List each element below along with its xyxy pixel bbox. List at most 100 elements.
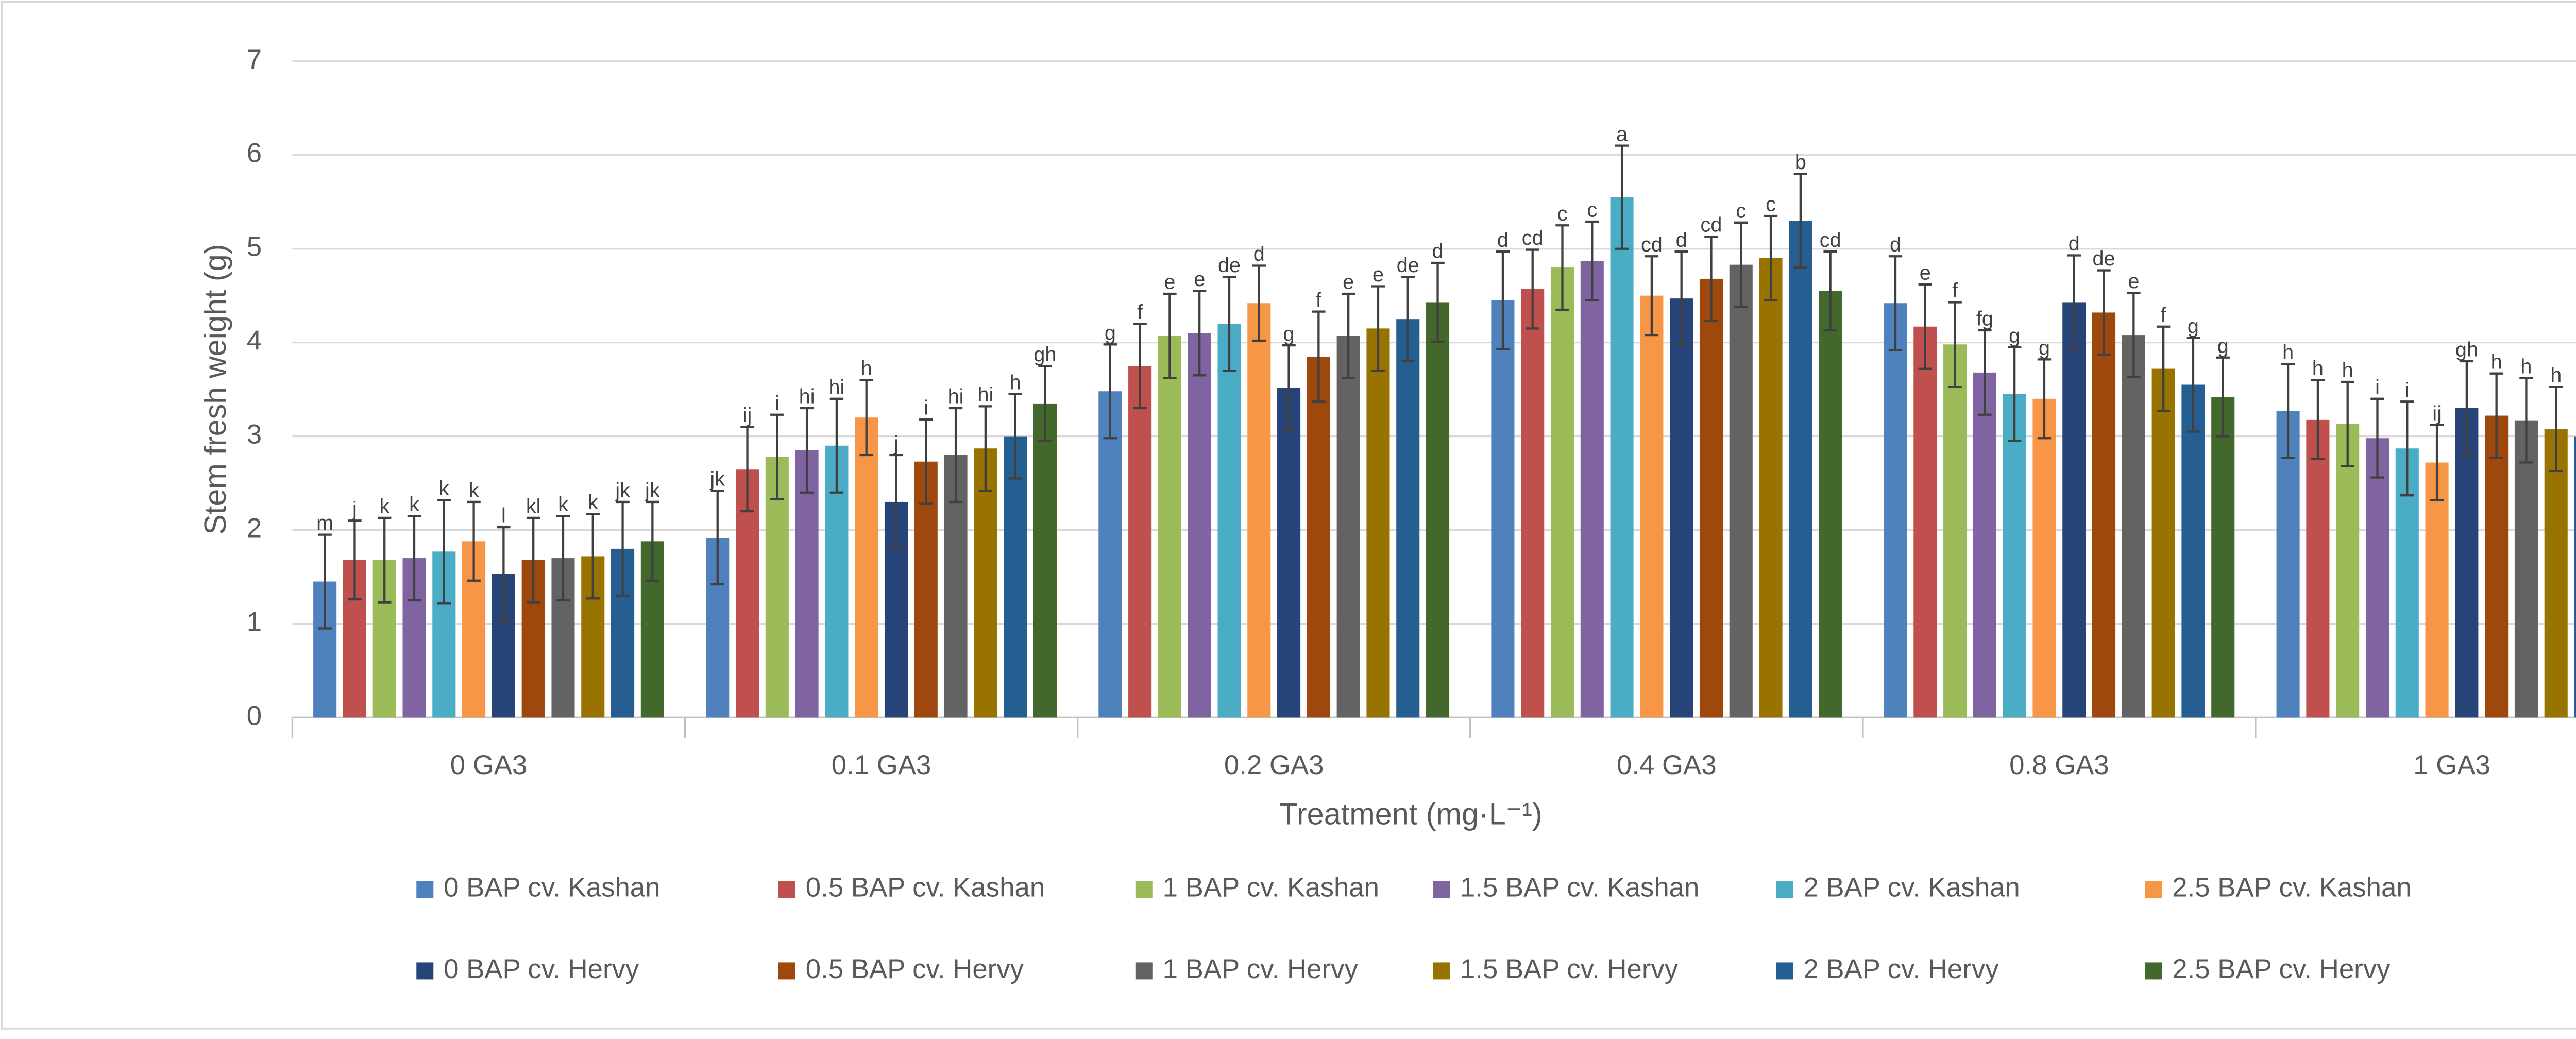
significance-letter: m: [316, 512, 333, 534]
y-tick-label: 5: [247, 232, 262, 262]
error-bar: [1222, 276, 1236, 372]
significance-letter: l: [501, 505, 506, 527]
error-bar: [348, 520, 362, 601]
error-bar: [526, 516, 540, 604]
error-bar: [859, 379, 873, 457]
x-tick-label: 1 GA3: [2413, 750, 2490, 780]
error-bar: [2460, 360, 2474, 457]
legend-label: 0.5 BAP cv. Kashan: [806, 872, 1045, 902]
error-bar: [1133, 323, 1147, 410]
error-bar: [1341, 292, 1355, 379]
significance-letter: d: [1676, 229, 1687, 252]
bar: [1247, 303, 1271, 718]
significance-letter: ij: [743, 404, 752, 427]
x-tick-label: 0.4 GA3: [1617, 750, 1717, 780]
significance-letter: c: [1736, 199, 1746, 222]
error-bar: [2037, 358, 2052, 440]
bar: [2211, 397, 2235, 718]
y-tick-label: 7: [247, 44, 262, 75]
significance-letter: d: [1253, 243, 1265, 265]
significance-letter: h: [2550, 364, 2562, 387]
error-bar: [2007, 346, 2022, 442]
bar: [1396, 319, 1420, 718]
error-bar: [2067, 254, 2081, 350]
error-bar: [1645, 255, 1659, 337]
y-tick-label: 6: [247, 138, 262, 169]
significance-letter: h: [1010, 371, 1021, 394]
significance-letter: f: [1952, 279, 1958, 302]
significance-letter: k: [379, 495, 389, 518]
significance-letter: e: [1343, 271, 1354, 294]
bar: [1729, 264, 1753, 718]
error-bar: [1282, 344, 1296, 431]
error-bar: [586, 513, 600, 600]
bar: [1366, 328, 1390, 718]
significance-letter: hi: [977, 383, 993, 406]
error-bar: [2311, 379, 2325, 460]
significance-letter: de: [1397, 254, 1419, 277]
error-bar: [1163, 292, 1177, 379]
significance-letter: a: [1616, 123, 1628, 145]
bar: [1789, 221, 1812, 718]
legend-label: 1 BAP cv. Hervy: [1163, 954, 1359, 984]
significance-letter: h: [2282, 341, 2294, 364]
significance-letter: h: [2491, 350, 2502, 373]
error-bar: [2370, 397, 2384, 479]
legend-swatch: [1135, 881, 1153, 898]
bar: [2425, 462, 2449, 718]
significance-letter: j: [352, 498, 357, 521]
error-bar: [1401, 276, 1415, 363]
significance-letter: hi: [828, 376, 844, 398]
bar: [2092, 312, 2116, 718]
significance-letter: b: [1795, 151, 1806, 174]
significance-letter: cd: [1701, 214, 1722, 237]
significance-letter: jk: [709, 468, 725, 491]
error-bar: [556, 515, 570, 602]
significance-letter: g: [2188, 315, 2199, 338]
error-bar: [710, 489, 724, 586]
error-bar: [919, 418, 933, 505]
x-tick-label: 0.1 GA3: [832, 750, 931, 780]
y-tick-label: 0: [247, 700, 262, 731]
error-bar: [2156, 325, 2171, 412]
error-bar: [2097, 269, 2111, 356]
bar: [855, 417, 878, 718]
error-bar: [1252, 264, 1266, 342]
bar: [1217, 324, 1241, 718]
legend-swatch: [416, 881, 434, 898]
error-bar: [1978, 329, 1992, 416]
legend-label: 1.5 BAP cv. Kashan: [1460, 872, 1699, 902]
significance-letter: e: [1920, 262, 1931, 284]
error-bar: [1431, 261, 1445, 343]
y-tick-label: 1: [247, 607, 262, 637]
significance-letter: hi: [948, 386, 964, 408]
bar: [974, 448, 997, 718]
significance-letter: i: [2405, 379, 2410, 401]
error-bar: [948, 407, 963, 504]
significance-letter: h: [2520, 355, 2532, 378]
bar: [2276, 411, 2300, 718]
legend-label: 2.5 BAP cv. Kashan: [2172, 872, 2411, 902]
legend-swatch: [1433, 881, 1450, 898]
bar: [2181, 384, 2205, 718]
legend-label: 1 BAP cv. Kashan: [1163, 872, 1379, 902]
bar: [1521, 289, 1545, 718]
bar: [1128, 366, 1152, 718]
bar: [2485, 415, 2509, 718]
bar: [1913, 326, 1937, 718]
significance-letter: f: [1137, 301, 1143, 324]
bar: [1759, 258, 1783, 718]
error-bar: [1038, 364, 1052, 442]
error-bar: [407, 515, 421, 602]
bar: [2151, 368, 2175, 718]
bar: [2122, 335, 2145, 718]
significance-letter: gh: [1033, 343, 1056, 366]
significance-letter: g: [2217, 334, 2229, 357]
error-bar: [770, 413, 784, 500]
significance-letter: k: [439, 477, 449, 500]
bar: [2062, 302, 2086, 718]
legend-label: 0 BAP cv. Kashan: [444, 872, 660, 902]
error-bar: [318, 533, 332, 630]
significance-letter: e: [1194, 268, 1205, 291]
bar: [1884, 303, 1907, 718]
